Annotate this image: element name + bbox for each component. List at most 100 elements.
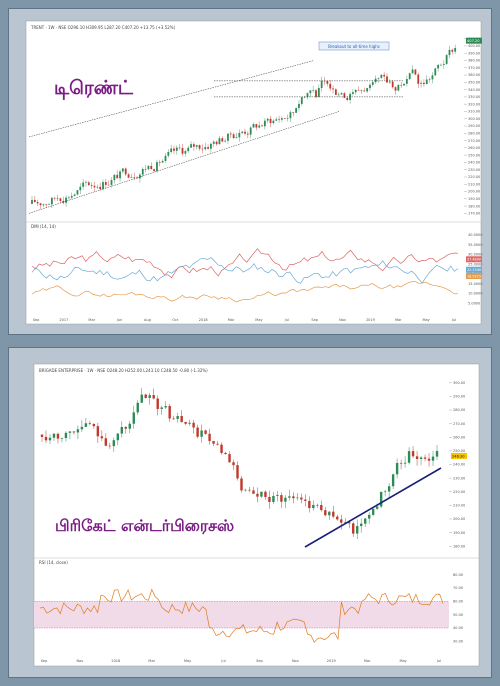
- price-tick-label: 260.00: [468, 146, 480, 150]
- candle-body: [156, 162, 158, 172]
- candle-body: [397, 84, 400, 91]
- candle-body: [82, 182, 85, 187]
- brigade-time-axis: Sep Nov 2018 Mar May Jul Sep Nov 2019 Mar May Jul: [41, 659, 441, 663]
- candle-body: [88, 423, 92, 425]
- trent-tamil-title: டிரெண்ட்: [54, 77, 134, 99]
- price-tick-label: 340.00: [468, 88, 480, 92]
- candle-body: [104, 182, 107, 185]
- candle-body: [216, 443, 219, 445]
- candle-body: [352, 92, 354, 94]
- candle-body: [268, 496, 271, 502]
- candle-body: [156, 398, 159, 409]
- candle-body: [383, 74, 386, 77]
- candle-body: [144, 168, 147, 170]
- candle-body: [148, 395, 151, 398]
- candle-body: [324, 510, 327, 516]
- candle-body: [363, 90, 366, 92]
- time-tick-label: Jul: [284, 318, 289, 322]
- candle-body: [64, 432, 68, 439]
- time-tick-label: Mar: [228, 318, 235, 322]
- candle-body: [84, 423, 88, 427]
- candle-body: [356, 526, 359, 534]
- candle-body: [348, 522, 351, 524]
- candle-body: [139, 174, 141, 179]
- candle-body: [312, 90, 315, 91]
- candle-body: [328, 511, 331, 516]
- candle-body: [128, 423, 131, 429]
- candle-body: [96, 186, 99, 188]
- dmi-readout-label: 27.4890: [467, 258, 481, 262]
- candle-body: [229, 133, 232, 135]
- candle-body: [113, 174, 116, 181]
- time-tick-label: 2018: [199, 318, 208, 322]
- candle-body: [164, 155, 167, 161]
- candle-body: [276, 495, 279, 496]
- candle-body: [164, 405, 167, 408]
- candle-body: [147, 165, 150, 170]
- price-tick-label: 320.00: [468, 102, 480, 106]
- candle-body: [85, 182, 87, 183]
- candle-body: [399, 462, 403, 464]
- candle-body: [244, 131, 246, 134]
- candle-body: [315, 90, 317, 97]
- dmi-tick-label: 35.0000: [468, 243, 482, 247]
- candle-body: [454, 48, 457, 52]
- candle-body: [284, 497, 287, 502]
- candle-body: [240, 478, 243, 491]
- candle-body: [144, 394, 147, 398]
- candle-body: [403, 462, 407, 464]
- rsi-line: [39, 588, 444, 643]
- candle-body: [172, 418, 175, 420]
- candle-body: [395, 462, 399, 475]
- brigade-candles: [40, 388, 439, 539]
- candle-body: [228, 454, 231, 463]
- candle-body: [312, 504, 315, 509]
- candle-body: [181, 148, 184, 154]
- trent-dmi-axis: 40.000035.000030.000025.000020.000015.00…: [466, 233, 482, 305]
- candle-body: [238, 132, 241, 138]
- candle-body: [99, 186, 102, 190]
- candle-body: [255, 124, 258, 128]
- candle-body: [235, 137, 238, 139]
- candle-body: [344, 522, 347, 523]
- dmi-tick-label: 30.0000: [468, 253, 482, 257]
- candle-body: [161, 160, 164, 163]
- time-tick-label: Jun: [116, 318, 122, 322]
- candle-body: [300, 497, 303, 500]
- candle-body: [332, 88, 334, 90]
- candle-body: [76, 429, 80, 433]
- candle-body: [352, 523, 355, 534]
- candle-body: [207, 147, 209, 149]
- candle-body: [167, 152, 170, 156]
- price-tick-label: 390.00: [468, 51, 480, 55]
- candle-body: [40, 434, 44, 437]
- rsi-tick-label: 60.00: [453, 600, 463, 604]
- candle-body: [292, 496, 295, 499]
- time-tick-label: May: [255, 318, 262, 322]
- candle-body: [280, 495, 283, 502]
- candle-body: [180, 415, 183, 422]
- candle-body: [224, 140, 227, 142]
- candle-body: [65, 197, 67, 203]
- time-tick-label: Mar: [395, 318, 402, 322]
- candle-body: [440, 64, 442, 66]
- candle-body: [411, 451, 415, 457]
- candle-body: [87, 182, 90, 186]
- trent-time-axis: Sep 2017 Mar Jun Aug Oct 2018 Mar May Jul Sep Nov 20…: [33, 318, 456, 322]
- candle-body: [380, 74, 383, 78]
- candle-body: [56, 197, 59, 199]
- candle-body: [218, 138, 221, 145]
- candle-body: [300, 97, 303, 104]
- dmi-readout-tag: [466, 256, 482, 263]
- price-tick-label: 210.00: [468, 182, 480, 186]
- candle-body: [33, 199, 36, 203]
- candle-body: [96, 426, 100, 437]
- candle-body: [160, 407, 163, 409]
- rsi-band-fill: [34, 601, 449, 628]
- candle-body: [417, 74, 420, 84]
- candle-body: [405, 79, 408, 84]
- candle-body: [195, 145, 198, 147]
- time-tick-label: Aug: [144, 318, 151, 322]
- candle-body: [357, 89, 360, 91]
- candle-body: [354, 89, 357, 93]
